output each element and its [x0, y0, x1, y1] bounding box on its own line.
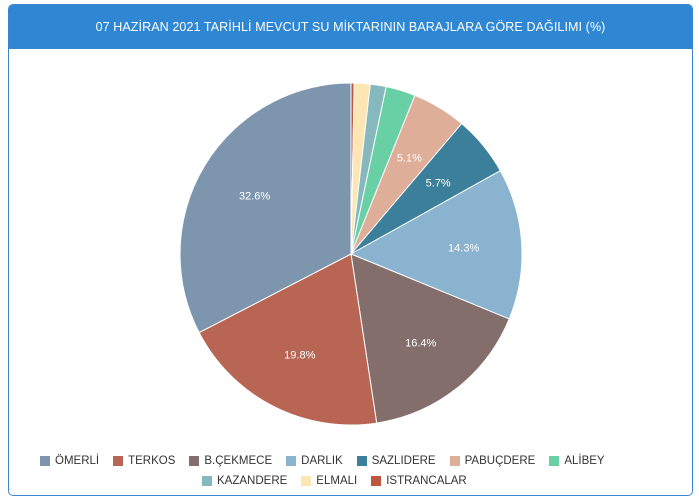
slice-data-label: 32.6%: [239, 190, 270, 202]
legend-item[interactable]: ELMALI: [301, 475, 357, 487]
slice-data-label: 5.7%: [426, 177, 451, 189]
legend-swatch: [113, 456, 124, 466]
chart-legend: ÖMERLİ TERKOS B.ÇEKMECE DARLIK SAZLIDERE PABU…: [40, 451, 650, 491]
legend-item[interactable]: KAZANDERE: [202, 475, 287, 487]
slice-data-label: 16.4%: [405, 338, 436, 350]
legend-label: KAZANDERE: [217, 475, 288, 487]
legend-item[interactable]: TERKOS: [113, 455, 175, 467]
legend-swatch: [40, 456, 50, 466]
legend-label: ÖMERLİ: [55, 455, 100, 467]
pie-slice-0[interactable]: [179, 82, 352, 334]
pie-slice-3[interactable]: [349, 169, 523, 320]
slice-data-label: 19.8%: [284, 350, 315, 362]
legend-label: DARLIK: [301, 455, 343, 467]
pie-slice-2[interactable]: [350, 253, 510, 424]
legend-row-2: KAZANDERE ELMALI ISTRANCALAR: [40, 471, 650, 491]
legend-item[interactable]: B.ÇEKMECE: [189, 455, 272, 467]
legend-label: B.ÇEKMECE: [204, 455, 273, 467]
legend-swatch: [356, 456, 367, 466]
pie-slice-1[interactable]: [198, 253, 378, 426]
legend-label: ALİBEY: [564, 455, 605, 467]
legend-label: TERKOS: [128, 455, 176, 467]
legend-item[interactable]: PABUÇDERE: [449, 455, 536, 467]
legend-item[interactable]: ISTRANCALAR: [371, 475, 467, 487]
legend-swatch: [202, 476, 212, 486]
legend-item[interactable]: ALİBEY: [549, 455, 605, 467]
legend-swatch: [549, 456, 560, 466]
legend-swatch: [189, 456, 200, 466]
legend-label: ELMALI: [316, 475, 358, 487]
legend-item[interactable]: ÖMERLİ: [40, 455, 99, 467]
legend-label: PABUÇDERE: [464, 455, 536, 467]
legend-swatch: [301, 476, 312, 486]
slice-data-label: 5.1%: [397, 152, 422, 164]
legend-item[interactable]: SAZLIDERE: [356, 455, 436, 467]
legend-label: ISTRANCALAR: [386, 475, 467, 487]
legend-label: SAZLIDERE: [371, 455, 436, 467]
slice-data-label: 14.3%: [448, 242, 479, 254]
legend-swatch: [371, 476, 382, 486]
legend-item[interactable]: DARLIK: [286, 455, 343, 467]
legend-swatch: [449, 456, 460, 466]
legend-row-1: ÖMERLİ TERKOS B.ÇEKMECE DARLIK SAZLIDERE PABU…: [40, 451, 650, 471]
chart-title: 07 HAZİRAN 2021 TARİHLİ MEVCUT SU MİKTAR…: [9, 5, 692, 49]
legend-swatch: [286, 456, 297, 466]
